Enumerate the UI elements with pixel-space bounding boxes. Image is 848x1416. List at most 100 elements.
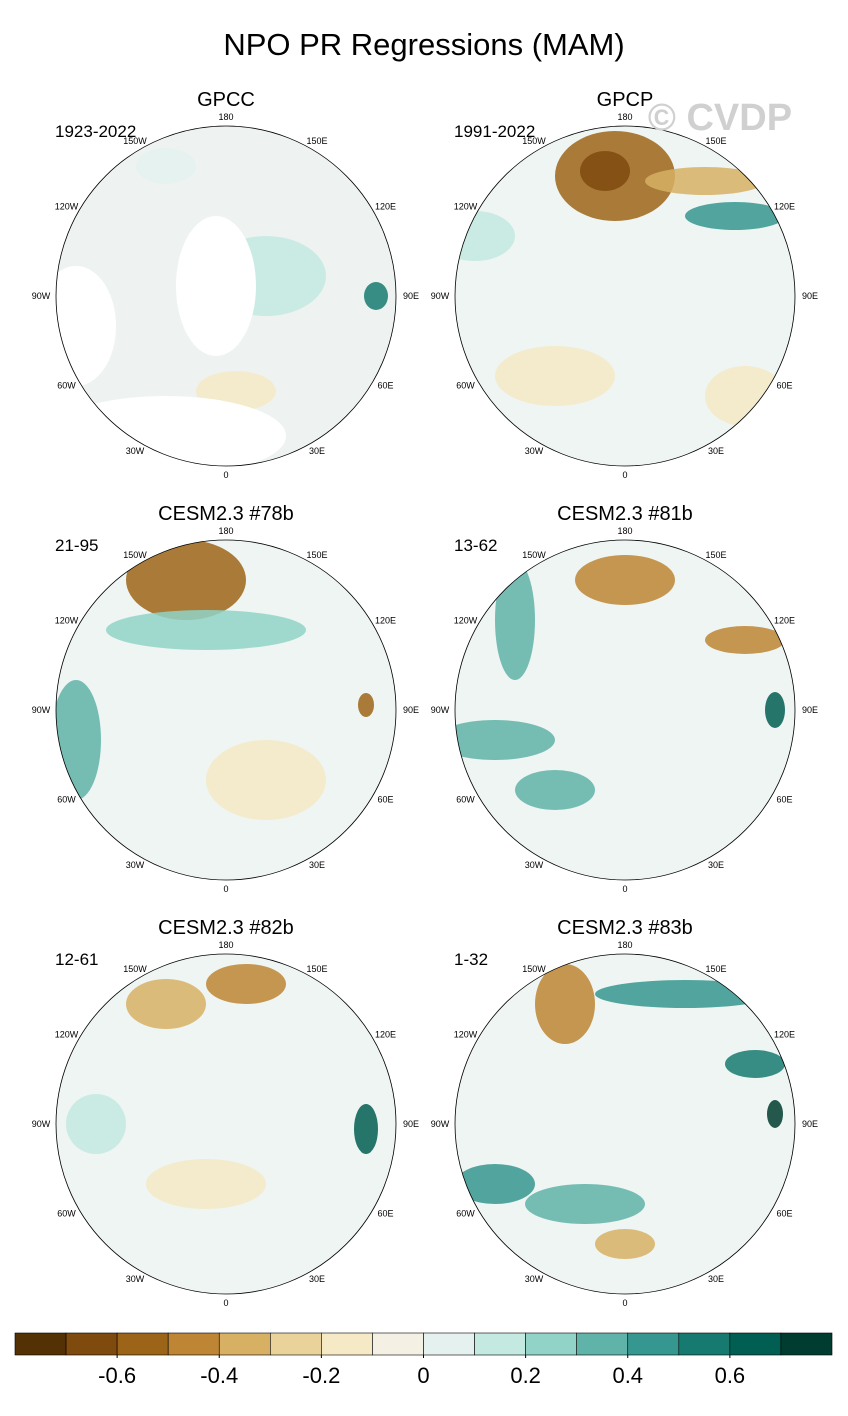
longitude-label: 150E bbox=[705, 136, 726, 146]
anomaly-field bbox=[455, 964, 785, 1259]
map-panel: CESM2.3 #83b 1-32 180 150E 120E 90E 60E 30E 0 30W… bbox=[431, 917, 818, 1308]
anomaly-patch bbox=[358, 693, 374, 717]
anomaly-patch bbox=[354, 1104, 378, 1154]
anomaly-patch bbox=[206, 964, 286, 1004]
panel-title: CESM2.3 #83b bbox=[557, 917, 693, 939]
longitude-label: 30W bbox=[126, 1274, 145, 1284]
longitude-label: 90W bbox=[431, 705, 450, 715]
longitude-label: 0 bbox=[622, 884, 627, 894]
panel-period: 1-32 bbox=[454, 950, 488, 969]
colorbar-tick-label: -0.2 bbox=[302, 1363, 340, 1388]
longitude-label: 30E bbox=[708, 446, 724, 456]
anomaly-patch bbox=[455, 1164, 535, 1204]
anomaly-patch bbox=[725, 1050, 785, 1078]
longitude-label: 0 bbox=[622, 1298, 627, 1308]
anomaly-patch bbox=[364, 282, 388, 310]
colorbar-tick-label: 0.2 bbox=[510, 1363, 541, 1388]
longitude-label: 150W bbox=[123, 136, 147, 146]
map-panel: GPCC 1923-2022 180 150E 120E 90E 60E 30E 0 30W 60W… bbox=[32, 89, 419, 480]
map-border bbox=[454, 953, 796, 1295]
longitude-label: 90W bbox=[32, 705, 51, 715]
panel-title: CESM2.3 #78b bbox=[158, 503, 294, 525]
longitude-label: 120W bbox=[454, 1030, 478, 1040]
longitude-label: 60W bbox=[57, 1209, 76, 1219]
longitude-label: 30W bbox=[525, 446, 544, 456]
anomaly-patch bbox=[495, 346, 615, 406]
anomaly-patch bbox=[575, 555, 675, 605]
longitude-label: 60W bbox=[57, 795, 76, 805]
longitude-label: 60W bbox=[456, 795, 475, 805]
longitude-label: 150W bbox=[123, 550, 147, 560]
longitude-label: 90W bbox=[32, 291, 51, 301]
longitude-label: 60E bbox=[777, 1209, 793, 1219]
anomaly-patch bbox=[106, 610, 306, 650]
colorbar-box bbox=[372, 1332, 424, 1356]
colorbar-box bbox=[729, 1332, 782, 1356]
longitude-label: 60E bbox=[378, 1209, 394, 1219]
longitude-label: 30E bbox=[708, 1274, 724, 1284]
anomaly-patch bbox=[206, 740, 326, 820]
longitude-label: 60E bbox=[378, 381, 394, 391]
watermark: © CVDP bbox=[648, 97, 792, 139]
anomaly-patch bbox=[525, 1184, 645, 1224]
longitude-label: 150E bbox=[705, 964, 726, 974]
longitude-label: 120E bbox=[774, 202, 795, 212]
panel-title: CESM2.3 #82b bbox=[158, 917, 294, 939]
colorbar-box bbox=[525, 1332, 577, 1356]
anomaly-patch bbox=[126, 979, 206, 1029]
anomaly-field bbox=[66, 964, 378, 1209]
longitude-label: 120E bbox=[774, 616, 795, 626]
panel-title: CESM2.3 #81b bbox=[557, 503, 693, 525]
panel-period: 1923-2022 bbox=[55, 122, 136, 141]
colorbar-box bbox=[321, 1332, 373, 1356]
longitude-label: 90E bbox=[802, 705, 818, 715]
colorbar-box bbox=[474, 1332, 526, 1356]
colorbar-box bbox=[65, 1332, 118, 1356]
longitude-label: 150W bbox=[522, 550, 546, 560]
longitude-label: 180 bbox=[218, 526, 233, 536]
longitude-label: 60W bbox=[57, 381, 76, 391]
longitude-label: 30E bbox=[309, 860, 325, 870]
colorbar-box bbox=[678, 1332, 731, 1356]
anomaly-patch bbox=[126, 540, 246, 620]
longitude-label: 150W bbox=[522, 136, 546, 146]
anomaly-patch bbox=[66, 1094, 126, 1154]
longitude-label: 90E bbox=[403, 291, 419, 301]
longitude-label: 60E bbox=[777, 381, 793, 391]
panel-period: 12-61 bbox=[55, 950, 98, 969]
anomaly-patch bbox=[515, 770, 595, 810]
longitude-label: 90E bbox=[403, 705, 419, 715]
longitude-label: 120W bbox=[55, 202, 79, 212]
figure-title: NPO PR Regressions (MAM) bbox=[223, 27, 624, 62]
anomaly-patch bbox=[767, 1100, 783, 1128]
longitude-label: 90E bbox=[802, 1119, 818, 1129]
longitude-label: 0 bbox=[223, 470, 228, 480]
colorbar-box bbox=[270, 1332, 322, 1356]
anomaly-patch bbox=[705, 366, 785, 426]
colorbar-tick-label: -0.6 bbox=[98, 1363, 136, 1388]
longitude-label: 180 bbox=[218, 112, 233, 122]
anomaly-patch bbox=[705, 626, 785, 654]
map-border bbox=[55, 953, 397, 1295]
longitude-label: 30W bbox=[525, 1274, 544, 1284]
colorbar-box bbox=[14, 1332, 67, 1356]
colorbar-box bbox=[423, 1332, 475, 1356]
longitude-label: 180 bbox=[617, 940, 632, 950]
anomaly-patch bbox=[595, 1229, 655, 1259]
anomaly-patch bbox=[685, 202, 785, 230]
map-border bbox=[454, 539, 796, 881]
longitude-label: 30W bbox=[126, 860, 145, 870]
longitude-label: 150E bbox=[306, 136, 327, 146]
longitude-label: 120E bbox=[774, 1030, 795, 1040]
map-background bbox=[56, 954, 396, 1294]
longitude-label: 150W bbox=[522, 964, 546, 974]
missing-data bbox=[176, 216, 256, 356]
anomaly-patch bbox=[580, 151, 630, 191]
longitude-label: 90E bbox=[802, 291, 818, 301]
colorbar-box bbox=[218, 1332, 271, 1356]
longitude-label: 30E bbox=[708, 860, 724, 870]
missing-data bbox=[56, 266, 116, 386]
colorbar-box bbox=[627, 1332, 680, 1356]
longitude-label: 180 bbox=[617, 112, 632, 122]
longitude-label: 150E bbox=[306, 964, 327, 974]
